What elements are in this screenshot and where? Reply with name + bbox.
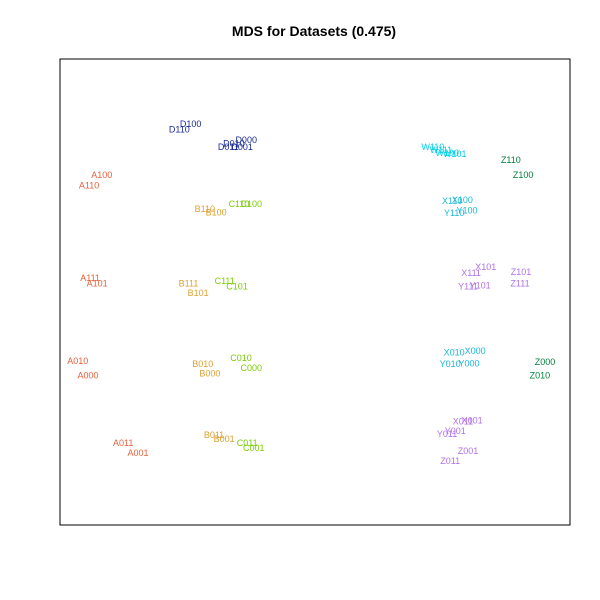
point-label-a111: A111 (80, 273, 100, 283)
point-label-z100: Z100 (513, 170, 534, 180)
point-label-c101: C101 (226, 281, 248, 291)
point-label-c001: C001 (243, 443, 265, 453)
point-label-b111: B111 (179, 279, 199, 289)
point-label-y100: Y100 (456, 205, 477, 215)
point-label-y110: Y110 (444, 208, 464, 218)
point-label-c000: C000 (241, 363, 263, 373)
point-label-c111: C111 (215, 276, 235, 286)
point-label-y010: Y010 (440, 359, 461, 369)
point-label-x110: X110 (442, 196, 462, 206)
point-label-w100: W100 (435, 148, 459, 158)
point-label-b110: B110 (195, 204, 215, 214)
point-label-y111: Y111 (458, 281, 478, 291)
point-label-x101: X101 (475, 262, 496, 272)
point-label-w111: W111 (430, 145, 452, 155)
point-label-b100: B100 (206, 207, 227, 217)
point-label-a110: A110 (79, 180, 99, 190)
point-label-c110: C110 (229, 199, 250, 209)
point-label-x000: X000 (465, 346, 486, 356)
point-label-x010: X010 (444, 348, 465, 358)
point-label-a000: A000 (77, 370, 98, 380)
point-label-x001: X001 (462, 416, 483, 426)
point-label-b000: B000 (199, 369, 220, 379)
point-label-y000: Y000 (458, 358, 479, 368)
point-label-a010: A010 (67, 356, 88, 366)
point-label-y101: Y101 (470, 281, 491, 291)
point-label-c011: C011 (237, 438, 258, 448)
point-label-x111: X111 (461, 268, 481, 278)
point-label-a100: A100 (91, 170, 112, 180)
point-label-y001: Y001 (445, 426, 466, 436)
point-label-d110: D110 (169, 124, 190, 134)
point-label-d100: D100 (180, 119, 202, 129)
point-label-z010: Z010 (530, 370, 551, 380)
point-label-x100: X100 (452, 195, 473, 205)
point-label-d011: D011 (218, 142, 239, 152)
point-label-z110: Z110 (501, 155, 521, 165)
point-label-b010: B010 (192, 359, 213, 369)
point-label-z011: Z011 (440, 456, 460, 466)
point-label-z101: Z101 (511, 267, 532, 277)
chart-title: MDS for Datasets (0.475) (232, 23, 396, 39)
point-label-a001: A001 (127, 448, 148, 458)
point-label-x011: X011 (453, 417, 473, 427)
point-label-y011: Y011 (437, 429, 457, 439)
point-label-z000: Z000 (535, 357, 556, 367)
point-label-b011: B011 (204, 430, 224, 440)
point-label-d010: D010 (223, 138, 245, 148)
point-label-b101: B101 (188, 288, 209, 298)
point-label-d000: D000 (235, 135, 257, 145)
point-label-w110: W110 (421, 142, 444, 152)
point-label-c010: C010 (230, 353, 252, 363)
plot-frame (59, 58, 571, 526)
point-label-d001: D001 (231, 142, 253, 152)
point-label-b001: B001 (214, 434, 235, 444)
point-label-a101: A101 (87, 279, 108, 289)
point-label-z001: Z001 (458, 446, 479, 456)
point-label-a011: A011 (113, 438, 133, 448)
point-label-w101: W101 (443, 149, 467, 159)
point-label-c100: C100 (241, 199, 263, 209)
point-label-z111: Z111 (510, 279, 529, 289)
